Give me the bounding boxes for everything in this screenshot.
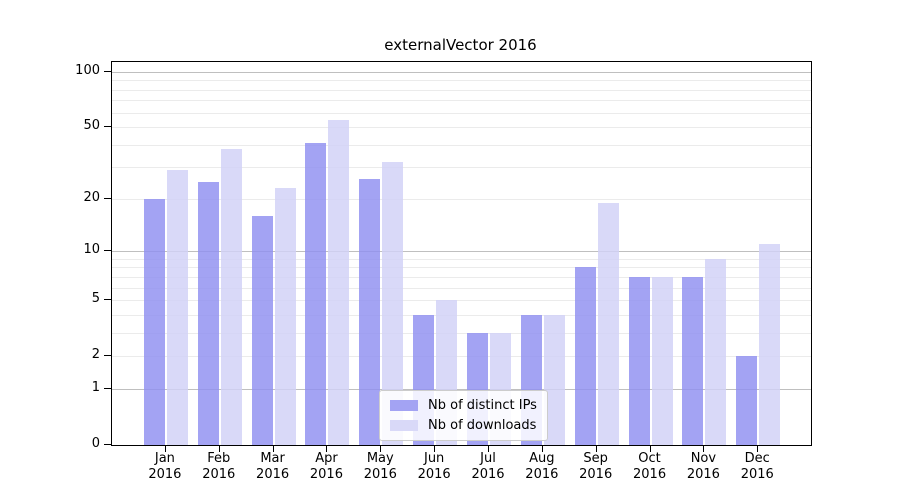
gridline-8 bbox=[112, 267, 811, 269]
legend-item-downloads: Nb of downloads bbox=[390, 418, 537, 433]
y-tick-mark-1 bbox=[104, 387, 111, 389]
gridline-40 bbox=[112, 144, 811, 146]
y-tick-mark-50 bbox=[104, 126, 111, 128]
legend: Nb of distinct IPs Nb of downloads bbox=[379, 390, 548, 441]
x-tick-mark-mar bbox=[272, 445, 274, 452]
y-tick-label-100: 100 bbox=[75, 62, 100, 78]
bar-downloads-oct bbox=[651, 276, 673, 445]
y-tick-mark-5 bbox=[104, 299, 111, 301]
bars-layer bbox=[112, 62, 811, 445]
x-tick-label-aug: Aug 2016 bbox=[525, 451, 559, 482]
legend-label-distinct-ips: Nb of distinct IPs bbox=[428, 398, 537, 413]
gridline-10 bbox=[112, 251, 811, 253]
gridline-80 bbox=[112, 89, 811, 91]
gridline-60 bbox=[112, 112, 811, 114]
y-tick-mark-100 bbox=[104, 70, 111, 72]
bar-distinct-ips-oct bbox=[628, 276, 650, 445]
x-tick-label-sep: Sep 2016 bbox=[579, 451, 613, 482]
y-tick-mark-0 bbox=[104, 444, 111, 445]
x-tick-label-jun: Jun 2016 bbox=[417, 451, 451, 482]
gridline-5 bbox=[112, 300, 811, 302]
legend-swatch-distinct-ips bbox=[390, 400, 418, 411]
x-tick-label-mar: Mar 2016 bbox=[256, 451, 290, 482]
gridline-4 bbox=[112, 314, 811, 316]
legend-swatch-downloads bbox=[390, 420, 418, 431]
x-tick-label-jan: Jan 2016 bbox=[148, 451, 182, 482]
y-tick-label-5: 5 bbox=[91, 291, 100, 307]
bar-downloads-may bbox=[382, 162, 404, 445]
x-tick-mark-jan bbox=[164, 445, 166, 452]
y-tick-label-2: 2 bbox=[91, 347, 100, 363]
gridline-7 bbox=[112, 276, 811, 278]
bar-distinct-ips-feb bbox=[197, 181, 219, 445]
plot-area: Nb of distinct IPs Nb of downloads bbox=[111, 61, 812, 446]
y-tick-label-20: 20 bbox=[83, 189, 100, 205]
legend-label-downloads: Nb of downloads bbox=[428, 418, 537, 433]
bar-downloads-dec bbox=[759, 244, 781, 445]
x-tick-label-jul: Jul 2016 bbox=[471, 451, 505, 482]
gridline-2 bbox=[112, 356, 811, 358]
bar-downloads-apr bbox=[328, 119, 350, 445]
bar-downloads-sep bbox=[597, 202, 619, 445]
bar-downloads-jan bbox=[166, 170, 188, 445]
y-tick-mark-10 bbox=[104, 250, 111, 252]
x-tick-label-may: May 2016 bbox=[363, 451, 397, 482]
bar-downloads-aug bbox=[543, 314, 565, 445]
bar-distinct-ips-mar bbox=[251, 215, 273, 445]
bar-distinct-ips-dec bbox=[736, 356, 758, 445]
y-tick-label-0: 0 bbox=[91, 436, 100, 451]
x-tick-mark-may bbox=[380, 445, 382, 452]
grid-layer bbox=[112, 62, 811, 445]
y-tick-label-10: 10 bbox=[83, 242, 100, 258]
x-tick-mark-aug bbox=[541, 445, 543, 452]
x-tick-mark-oct bbox=[649, 445, 651, 452]
x-tick-mark-dec bbox=[757, 445, 759, 452]
chart-title: externalVector 2016 bbox=[384, 36, 537, 54]
gridline-70 bbox=[112, 100, 811, 102]
x-tick-mark-jul bbox=[488, 445, 489, 452]
bar-distinct-ips-jan bbox=[143, 198, 165, 445]
legend-item-distinct-ips: Nb of distinct IPs bbox=[390, 398, 537, 413]
bar-distinct-ips-sep bbox=[574, 267, 596, 445]
bar-downloads-nov bbox=[705, 258, 727, 445]
gridline-90 bbox=[112, 80, 811, 82]
x-tick-label-dec: Dec 2016 bbox=[740, 451, 774, 482]
bar-downloads-feb bbox=[220, 148, 242, 445]
x-tick-label-feb: Feb 2016 bbox=[202, 451, 236, 482]
x-tick-mark-feb bbox=[218, 445, 220, 452]
gridline-100 bbox=[112, 71, 811, 73]
x-tick-label-apr: Apr 2016 bbox=[309, 451, 343, 482]
bar-downloads-mar bbox=[274, 188, 296, 445]
x-tick-mark-jun bbox=[434, 445, 436, 452]
y-tick-mark-20 bbox=[104, 197, 111, 199]
x-tick-mark-apr bbox=[326, 445, 328, 452]
y-tick-label-50: 50 bbox=[83, 118, 100, 134]
y-tick-mark-2 bbox=[104, 355, 111, 357]
gridline-50 bbox=[112, 127, 811, 129]
x-tick-mark-nov bbox=[703, 445, 705, 452]
x-tick-mark-sep bbox=[595, 445, 597, 452]
y-tick-label-1: 1 bbox=[91, 379, 100, 395]
gridline-9 bbox=[112, 258, 811, 260]
bar-distinct-ips-apr bbox=[305, 142, 327, 445]
gridline-20 bbox=[112, 198, 811, 200]
bar-distinct-ips-nov bbox=[682, 276, 704, 445]
gridline-30 bbox=[112, 167, 811, 169]
bar-distinct-ips-may bbox=[359, 178, 381, 445]
gridline-1 bbox=[112, 388, 811, 390]
gridline-3 bbox=[112, 332, 811, 334]
x-tick-label-oct: Oct 2016 bbox=[633, 451, 667, 482]
x-tick-label-nov: Nov 2016 bbox=[686, 451, 720, 482]
gridline-6 bbox=[112, 287, 811, 289]
